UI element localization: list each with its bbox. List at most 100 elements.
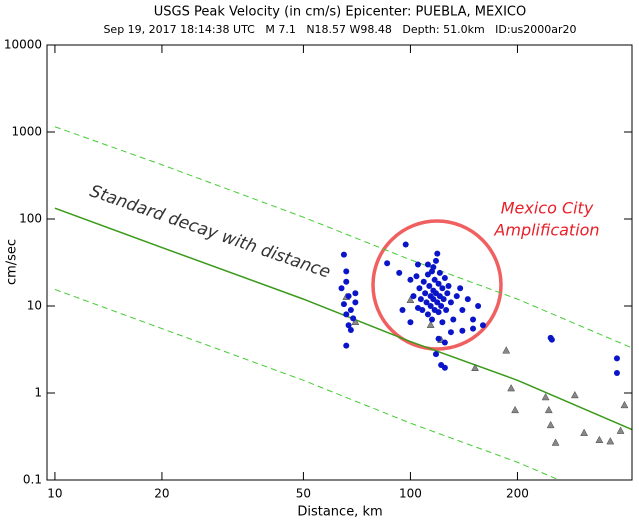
data-point	[399, 306, 406, 313]
annotation: Amplification	[493, 221, 599, 240]
plot-area	[54, 126, 632, 480]
data-point	[422, 290, 429, 297]
y-tick-label: 1	[34, 386, 42, 400]
triangle-point	[351, 317, 360, 325]
reference-line	[54, 126, 632, 349]
data-point	[432, 351, 439, 358]
data-point	[444, 290, 451, 297]
data-point	[338, 285, 345, 292]
data-point	[340, 251, 347, 258]
y-tick-label: 1000	[11, 125, 42, 139]
x-tick-label: 200	[506, 487, 529, 501]
triangle-point	[544, 405, 553, 414]
data-point	[347, 306, 354, 313]
annotation: Standard decay with distance	[87, 181, 333, 282]
triangle-point	[620, 400, 629, 409]
annotation: Mexico City	[501, 199, 594, 218]
data-point	[439, 285, 446, 292]
data-point	[447, 299, 454, 306]
data-point	[429, 316, 436, 323]
data-point	[436, 269, 443, 276]
data-point	[441, 274, 448, 281]
triangle-point	[406, 295, 415, 303]
data-point	[457, 285, 464, 292]
data-point	[464, 296, 471, 303]
data-point	[343, 268, 350, 275]
data-point	[343, 278, 350, 285]
data-point	[435, 309, 442, 316]
y-tick-label: 10	[27, 299, 42, 313]
data-point	[407, 276, 414, 283]
data-point	[410, 293, 417, 300]
data-point	[445, 282, 452, 289]
triangle-point	[606, 437, 615, 445]
data-point	[459, 306, 466, 313]
data-point	[417, 296, 424, 303]
chart-title: USGS Peak Velocity (in cm/s) Epicenter: …	[154, 5, 526, 20]
data-point	[548, 336, 555, 343]
data-point	[613, 369, 620, 376]
data-point	[435, 335, 442, 342]
triangle-point	[507, 384, 516, 392]
data-point	[434, 250, 441, 257]
triangle-point	[502, 346, 511, 354]
x-axis-label: Distance, km	[297, 505, 382, 520]
data-point	[479, 322, 486, 329]
data-point	[427, 303, 434, 309]
triangle-point	[551, 438, 560, 446]
data-point	[407, 319, 414, 326]
triangle-point	[616, 426, 625, 434]
triangle-point	[541, 392, 550, 401]
data-point	[424, 261, 431, 268]
data-point	[470, 325, 477, 332]
data-point	[420, 278, 427, 285]
x-tick-label: 20	[154, 487, 169, 501]
data-point	[475, 303, 482, 309]
data-point	[352, 299, 359, 306]
data-point	[343, 342, 350, 349]
x-tick-label: 100	[399, 487, 422, 501]
data-point	[343, 311, 350, 318]
data-point	[443, 306, 450, 313]
data-point	[430, 264, 437, 271]
y-tick-label: 0.1	[23, 473, 42, 487]
data-point	[450, 316, 457, 323]
data-point	[423, 299, 430, 306]
data-point	[432, 257, 439, 264]
data-point	[459, 327, 466, 334]
data-point	[413, 273, 420, 280]
data-point	[440, 296, 447, 303]
data-point	[613, 355, 620, 362]
data-point	[441, 339, 448, 346]
data-point	[350, 315, 357, 322]
data-point	[435, 280, 442, 287]
triangle-point	[426, 320, 435, 328]
data-point	[414, 304, 421, 311]
x-tick-label: 10	[47, 487, 62, 501]
triangle-point	[570, 390, 579, 399]
reference-line	[54, 288, 561, 480]
data-point	[426, 282, 433, 289]
data-point	[447, 329, 454, 336]
data-point	[396, 269, 403, 276]
data-point	[345, 293, 352, 300]
data-point	[352, 290, 359, 297]
data-point	[347, 326, 354, 333]
data-point	[453, 293, 460, 300]
data-point	[340, 301, 347, 308]
y-tick-label: 10000	[4, 38, 42, 52]
data-point	[384, 260, 391, 267]
x-tick-label: 50	[296, 487, 311, 501]
data-point	[439, 319, 446, 326]
triangle-point	[580, 428, 589, 436]
triangle-point	[511, 405, 520, 414]
y-tick-label: 100	[19, 212, 42, 226]
reference-line	[54, 207, 632, 431]
data-point	[402, 241, 409, 248]
data-point	[438, 303, 445, 309]
triangle-point	[595, 435, 604, 444]
data-point	[416, 285, 423, 292]
data-point	[414, 261, 421, 268]
data-point	[431, 276, 438, 283]
